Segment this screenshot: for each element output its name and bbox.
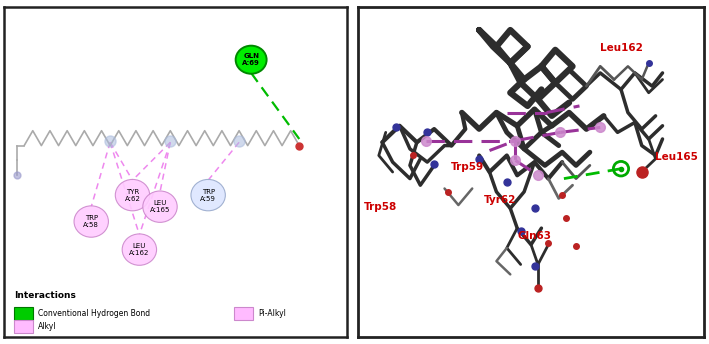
Text: Trp58: Trp58 bbox=[364, 202, 397, 212]
Ellipse shape bbox=[191, 180, 225, 211]
Text: Leu165: Leu165 bbox=[655, 152, 698, 162]
Text: LEU
A:162: LEU A:162 bbox=[129, 243, 150, 256]
Text: Gln63: Gln63 bbox=[518, 232, 552, 241]
Text: Pi-Alkyl: Pi-Alkyl bbox=[258, 309, 286, 318]
Text: Leu162: Leu162 bbox=[600, 43, 642, 53]
Text: Trp59: Trp59 bbox=[450, 162, 484, 172]
FancyBboxPatch shape bbox=[14, 307, 33, 320]
Ellipse shape bbox=[74, 206, 108, 237]
Text: Conventional Hydrogen Bond: Conventional Hydrogen Bond bbox=[38, 309, 150, 318]
Text: Alkyl: Alkyl bbox=[38, 322, 57, 331]
Ellipse shape bbox=[116, 180, 150, 211]
Text: Interactions: Interactions bbox=[14, 291, 76, 300]
FancyBboxPatch shape bbox=[234, 307, 253, 320]
Ellipse shape bbox=[122, 234, 157, 265]
FancyBboxPatch shape bbox=[14, 320, 33, 333]
Text: Tyr62: Tyr62 bbox=[484, 195, 516, 205]
Text: GLN
A:69: GLN A:69 bbox=[242, 53, 260, 66]
Text: TRP
A:59: TRP A:59 bbox=[200, 189, 216, 202]
Text: TYR
A:62: TYR A:62 bbox=[125, 189, 140, 202]
Text: LEU
A:165: LEU A:165 bbox=[150, 200, 170, 213]
Text: TRP
A:58: TRP A:58 bbox=[83, 215, 99, 228]
Ellipse shape bbox=[235, 46, 267, 74]
Ellipse shape bbox=[143, 191, 177, 222]
